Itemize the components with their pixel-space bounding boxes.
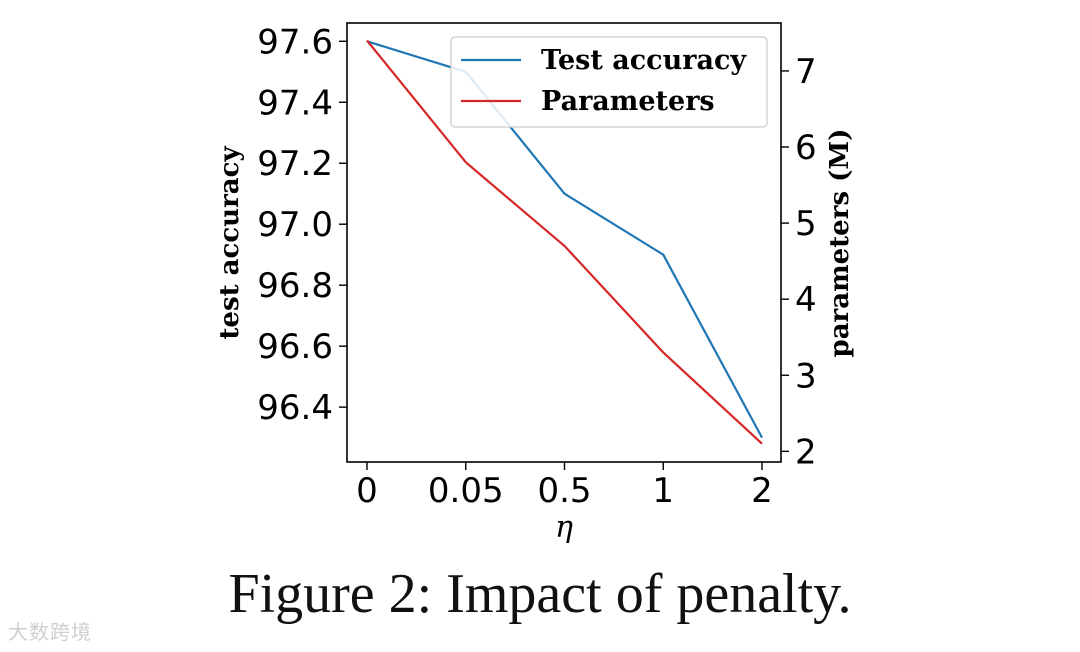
- y-axis-label-left: test accuracy: [215, 146, 245, 340]
- watermark: 大数跨境: [8, 620, 92, 644]
- y-right-tick-label: 7: [795, 52, 817, 92]
- x-tick-label: 2: [751, 471, 773, 511]
- x-axis-label: η: [555, 510, 573, 545]
- y-axis-label-right: parameters (M): [825, 129, 855, 358]
- y-right-tick-label: 2: [795, 432, 817, 472]
- legend-label-parameters: Parameters: [541, 86, 715, 117]
- y-right-tick-label: 6: [795, 128, 817, 168]
- y-left-tick-label: 97.2: [257, 144, 333, 184]
- x-tick-label: 0.5: [537, 471, 591, 511]
- figure-caption: Figure 2: Impact of penalty.: [228, 563, 852, 625]
- x-tick-label: 0.05: [428, 471, 504, 511]
- y-right-tick-label: 3: [795, 356, 817, 396]
- y-left-tick-label: 96.6: [257, 327, 333, 367]
- series-line-test-accuracy: [366, 40, 763, 439]
- x-tick-label: 0: [356, 471, 378, 511]
- legend-box: [450, 36, 768, 128]
- x-tick-label: 1: [652, 471, 674, 511]
- y-left-tick-label: 97.6: [257, 22, 333, 62]
- y-right-tick-label: 5: [795, 204, 817, 244]
- series-line-parameters: [366, 39, 763, 445]
- legend: Test accuracy Parameters: [450, 36, 768, 128]
- dual-axis-line-chart: 96.4 96.6 96.8 97.0 97.2 97.4 97.6 2 3 4 5 6 7 0 0.0…: [215, 22, 855, 545]
- y-right-tick-label: 4: [795, 280, 817, 320]
- y-left-tick-label: 97.0: [257, 205, 333, 245]
- y-left-tick-label: 96.4: [257, 388, 333, 428]
- legend-label-test-accuracy: Test accuracy: [541, 45, 747, 76]
- y-left-tick-label: 97.4: [257, 83, 333, 123]
- y-left-tick-label: 96.8: [257, 266, 333, 306]
